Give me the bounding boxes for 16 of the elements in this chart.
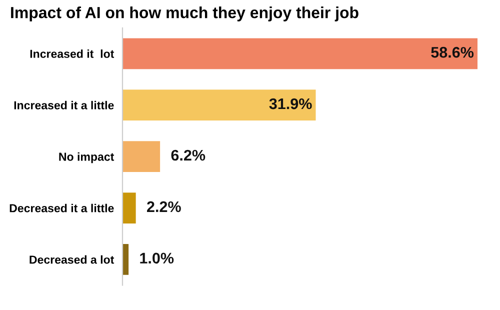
data-label: 1.0% (140, 252, 174, 264)
y-tick-label: Increased it lot (30, 49, 114, 58)
bar (122, 141, 160, 172)
data-label: 58.6% (431, 46, 474, 58)
data-label: 31.9% (269, 98, 312, 110)
y-tick-label: Increased it a little (14, 100, 114, 110)
chart-title: Impact of AI on how much they enjoy their job (11, 6, 358, 22)
bar (122, 244, 129, 275)
y-tick-label: Decreased it a little (10, 204, 114, 212)
data-label: 2.2% (147, 201, 181, 212)
y-tick-label: Decreased a lot (30, 255, 114, 264)
data-label: 6.2% (171, 150, 206, 161)
y-tick-label: No impact (59, 152, 114, 164)
bar (122, 192, 136, 224)
bar (122, 90, 316, 121)
bar (122, 38, 478, 70)
